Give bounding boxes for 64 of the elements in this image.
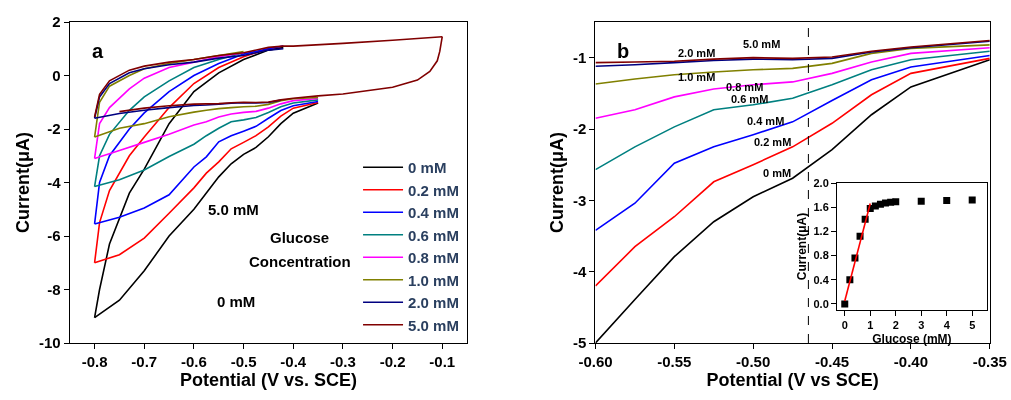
y-axis-title: Current(μA): [794, 212, 809, 281]
y-tick-label: 0.4: [813, 273, 830, 286]
legend-label: 1.0 mM: [408, 271, 459, 289]
y-tick-label: -8: [47, 280, 61, 298]
x-tick-label: -0.7: [131, 353, 158, 371]
x-tick-label: 5: [969, 319, 976, 332]
x-tick-label: -0.50: [736, 353, 771, 371]
annotation: 5.0 mM: [743, 38, 781, 50]
legend-label: 0.4 mM: [408, 204, 459, 222]
legend-label: 5.0 mM: [408, 316, 459, 334]
annotation: 0.4 mM: [747, 115, 785, 127]
x-tick-label: -0.6: [180, 353, 207, 371]
y-tick-label: -5: [573, 334, 587, 352]
legend-label: 0.2 mM: [408, 181, 459, 199]
x-tick-label: -0.5: [230, 353, 257, 371]
x-tick-label: 0: [841, 319, 848, 332]
y-axis-title: Current(μA): [547, 131, 568, 234]
annotation: 5.0 mM: [208, 201, 259, 218]
x-tick-label: 3: [918, 319, 925, 332]
y-tick-label: 1.2: [813, 225, 829, 238]
y-tick-label: 0.8: [813, 249, 829, 262]
y-tick-label: 2: [52, 13, 61, 31]
y-tick-label: 1.6: [813, 201, 829, 214]
x-tick-label: -0.1: [429, 353, 456, 371]
y-tick-label: -10: [38, 334, 61, 352]
x-axis-title: Glucose (mM): [872, 332, 952, 347]
y-tick-label: -2: [573, 120, 587, 138]
legend-label: 2.0 mM: [408, 294, 459, 312]
annotation: 2.0 mM: [678, 47, 716, 59]
annotation: 0 mM: [217, 293, 256, 310]
x-tick-label: 2: [892, 319, 899, 332]
y-tick-label: -4: [47, 173, 62, 191]
y-tick-label: 0.0: [813, 297, 829, 310]
legend-label: 0 mM: [408, 159, 447, 177]
annotation: Glucose: [270, 229, 330, 246]
x-tick-label: -0.8: [81, 353, 108, 371]
x-tick-label: -0.2: [379, 353, 406, 371]
y-tick-label: -3: [573, 191, 587, 209]
y-tick-label: 2.0: [813, 176, 829, 189]
y-tick-label: -2: [47, 120, 61, 138]
y-tick-label: -4: [573, 262, 588, 280]
x-tick-label: -0.4: [280, 353, 307, 371]
x-tick-label: 1: [867, 319, 874, 332]
x-tick-label: 4: [943, 319, 951, 332]
annotation: 0.2 mM: [754, 136, 792, 148]
annotation: 0 mM: [763, 167, 792, 179]
x-axis-title: Potential (V vs. SCE): [179, 370, 357, 391]
x-tick-label: -0.55: [657, 353, 692, 371]
x-tick-label: -0.60: [578, 353, 613, 371]
annotation: b: [617, 40, 630, 62]
annotation: 0.6 mM: [731, 93, 769, 105]
y-tick-label: -6: [47, 227, 61, 245]
y-tick-label: -1: [573, 48, 587, 66]
x-axis-title: Potential (V vs SCE): [706, 370, 879, 391]
x-tick-label: -0.40: [893, 353, 929, 371]
annotation: a: [92, 40, 104, 62]
y-tick-label: 0: [52, 66, 61, 84]
y-axis-title: Current(μA): [13, 131, 34, 234]
x-tick-label: -0.45: [814, 353, 850, 371]
legend-label: 0.6 mM: [408, 226, 459, 244]
legend-label: 0.8 mM: [408, 249, 459, 267]
x-tick-label: -0.3: [329, 353, 356, 371]
x-tick-label: -0.35: [972, 353, 1007, 371]
annotation: Concentration: [249, 253, 351, 270]
